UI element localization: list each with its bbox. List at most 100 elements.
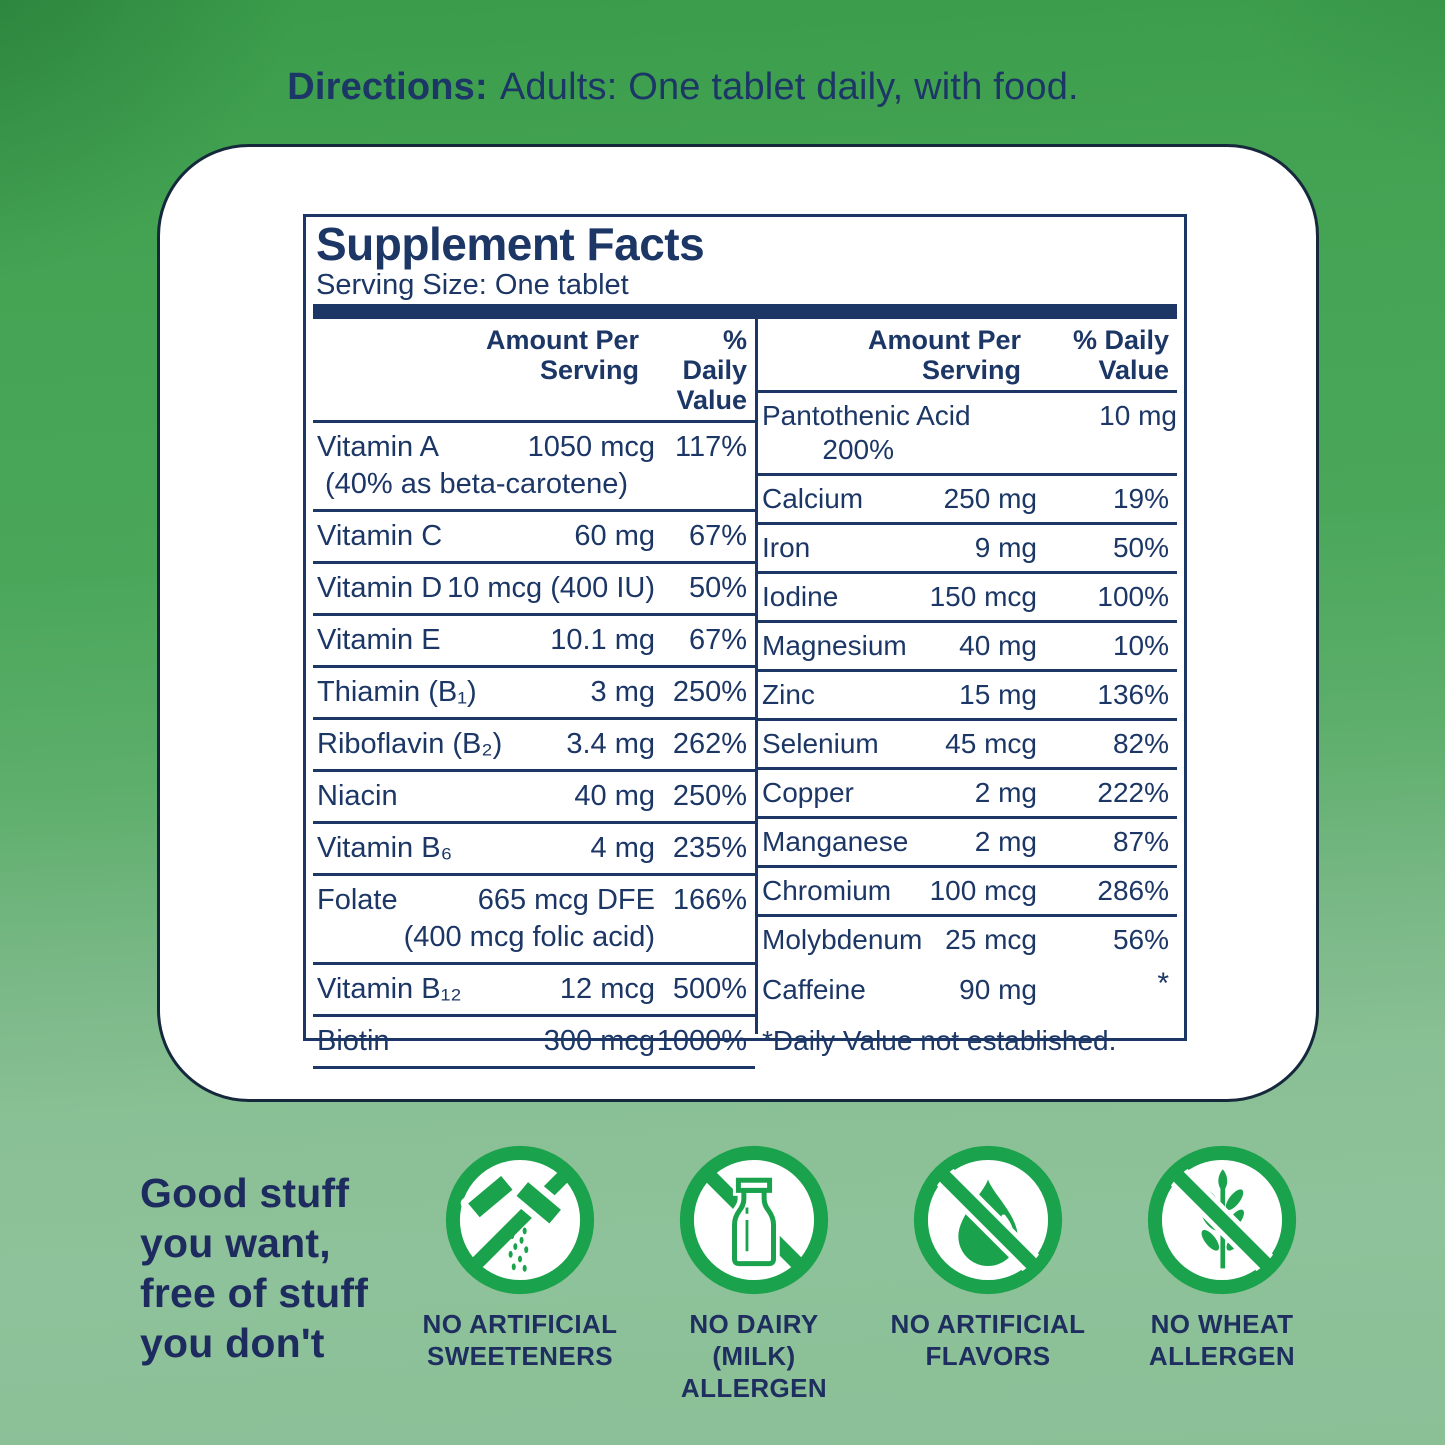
nutrient-amount: 150 mcg [929,581,1037,612]
nutrient-name: Thiamin (B₁) [317,676,477,708]
nutrient-daily-value: 56% [1112,924,1169,955]
nutrient-amount: 10 mcg (400 IU) [447,572,655,604]
nutrient-daily-value: 50% [1112,532,1169,563]
nutrient-amount: 40 mg [959,630,1037,661]
nutrient-name: Chromium [762,875,892,906]
nutrient-row-caffeine: Caffeine 90 mg * [758,963,1177,1016]
facts-column-right: Amount Per Serving % Daily Value Pantoth… [758,319,1177,1056]
nutrient-name: Pantothenic Acid [762,400,971,431]
nutrient-daily-value: 100% [1097,581,1169,612]
nutrient-amount: 9 mg [974,532,1037,563]
nutrient-amount: 25 mcg [945,924,1037,955]
nutrient-name: Iodine [762,581,839,612]
nutrient-name: Biotin [317,1025,390,1057]
nutrient-subnote: (400 mcg folic acid) [403,921,655,953]
nutrient-name: Vitamin D [317,572,443,604]
nutrient-name: Vitamin C [317,520,443,552]
nutrient-amount: 12 mcg [559,973,655,1005]
nutrient-name: Vitamin B₆ [317,832,453,864]
milk-bottle-glyph [728,1174,780,1270]
nutrient-amount: 45 mcg [945,728,1037,759]
badge-label: NO DAIRY (MILK) ALLERGEN [680,1309,828,1403]
nutrient-name: Zinc [762,679,815,710]
nutrient-subnote: (40% as beta-carotene) [325,468,629,500]
directions-label: Directions: [287,66,488,108]
nutrient-name: Vitamin B₁₂ [317,973,462,1005]
nutrient-daily-value: 235% [672,832,747,864]
badge-no-artificial-flavors: NO ARTIFICIAL FLAVORS [868,1142,1108,1372]
nutrient-name: Vitamin E [317,624,441,656]
nutrient-daily-value: 117% [674,431,747,463]
nutrient-daily-value: 250% [672,780,747,812]
nutrient-amount: 100 mcg [929,875,1037,906]
badge-label: NO WHEAT ALLERGEN [1148,1309,1296,1371]
facts-column-left: Amount Per Serving % Daily Value Vitamin… [313,319,755,1069]
badge-no-wheat-allergen: NO WHEAT ALLERGEN [1102,1142,1342,1372]
column-divider [755,319,758,1034]
nutrient-row: Iodine 150 mcg 100% [758,571,1177,620]
nutrient-daily-value: 10% [1112,630,1169,661]
nutrient-amount: 3 mg [590,676,655,708]
nutrient-row: Selenium 45 mcg 82% [758,718,1177,767]
no-artificial-sweeteners-icon [445,1145,595,1295]
nutrient-daily-value: 250% [672,676,747,708]
nutrient-name: Folate [317,884,398,916]
sweetener-granules [508,1222,529,1272]
column-header: Amount Per Serving % Daily Value [758,319,1177,390]
amount-per-serving-header: Amount Per Serving [867,325,1021,385]
nutrient-row: Chromium 100 mcg 286% [758,865,1177,914]
nutrient-row: Pantothenic Acid 10 mg 200% [758,390,1177,473]
directions-text: Adults: One tablet daily, with food. [499,66,1079,108]
nutrient-row: Vitamin C 60 mg 67% [313,509,755,561]
badge-label: NO ARTIFICIAL SWEETENERS [422,1309,618,1371]
nutrient-row: Vitamin A 1050 mcg 117% (40% as beta-car… [313,420,755,509]
nutrient-row: Molybdenum 25 mcg 56% [758,914,1177,963]
nutrient-row: Vitamin B₁₂ 12 mcg 500% [313,962,755,1014]
nutrient-amount: 10 mg [1099,400,1177,431]
nutrient-daily-value: 67% [688,624,747,656]
nutrient-daily-value: 136% [1097,679,1169,710]
nutrient-amount: 665 mcg DFE [477,884,655,916]
nutrient-name: Manganese [762,826,909,857]
facts-title: Supplement Facts [316,218,705,270]
nutrient-amount: 3.4 mg [566,728,655,760]
supplement-facts-panel: Supplement Facts Serving Size: One table… [157,144,1319,1102]
nutrient-daily-value: 19% [1112,483,1169,514]
nutrient-row: Niacin 40 mg 250% [313,769,755,821]
nutrient-name: Calcium [762,483,864,514]
nutrient-name: Riboflavin (B₂) [317,728,503,760]
nutrient-daily-value: 82% [1112,728,1169,759]
daily-value-header: % Daily Value [1072,325,1169,385]
nutrient-daily-value: 286% [1097,875,1169,906]
nutrient-name: Copper [762,777,854,808]
nutrient-daily-value: 222% [1097,777,1169,808]
nutrient-daily-value: 67% [688,520,747,552]
nutrient-row: Zinc 15 mg 136% [758,669,1177,718]
badge-label: NO ARTIFICIAL FLAVORS [890,1309,1086,1371]
nutrient-amount: 4 mg [590,832,655,864]
nutrient-daily-value: * [1157,967,1169,1000]
nutrient-row: Calcium 250 mg 19% [758,473,1177,522]
nutrient-amount: 90 mg [959,974,1037,1005]
nutrient-row: Folate 665 mcg DFE 166% (400 mcg folic a… [313,873,755,962]
nutrient-daily-value: 87% [1112,826,1169,857]
nutrient-name: Iron [762,532,811,563]
right-nutrient-rows: Pantothenic Acid 10 mg 200% Calcium 250 … [758,390,1177,963]
nutrient-amount: 10.1 mg [550,624,655,656]
badge-no-artificial-sweeteners: NO ARTIFICIAL SWEETENERS [400,1142,640,1372]
left-nutrient-rows: Vitamin A 1050 mcg 117% (40% as beta-car… [313,420,755,1069]
directions: Directions: Adults: One tablet daily, wit… [0,66,1366,109]
nutrient-daily-value: 500% [672,973,747,1005]
no-dairy-milk-allergen-icon [679,1145,829,1295]
serving-size: Serving Size: One tablet [316,269,629,301]
nutrient-amount: 300 mcg [543,1025,655,1057]
nutrient-name: Niacin [317,780,398,812]
no-wheat-allergen-icon [1147,1145,1297,1295]
nutrient-name: Selenium [762,728,879,759]
nutrient-amount: 250 mg [943,483,1037,514]
nutrient-row: Vitamin B₆ 4 mg 235% [313,821,755,873]
nutrient-name: Magnesium [762,630,907,661]
badge-no-dairy-milk-allergen: NO DAIRY (MILK) ALLERGEN [634,1142,874,1404]
nutrient-name: Vitamin A [317,431,439,463]
daily-value-header: % Daily Value [676,325,747,415]
